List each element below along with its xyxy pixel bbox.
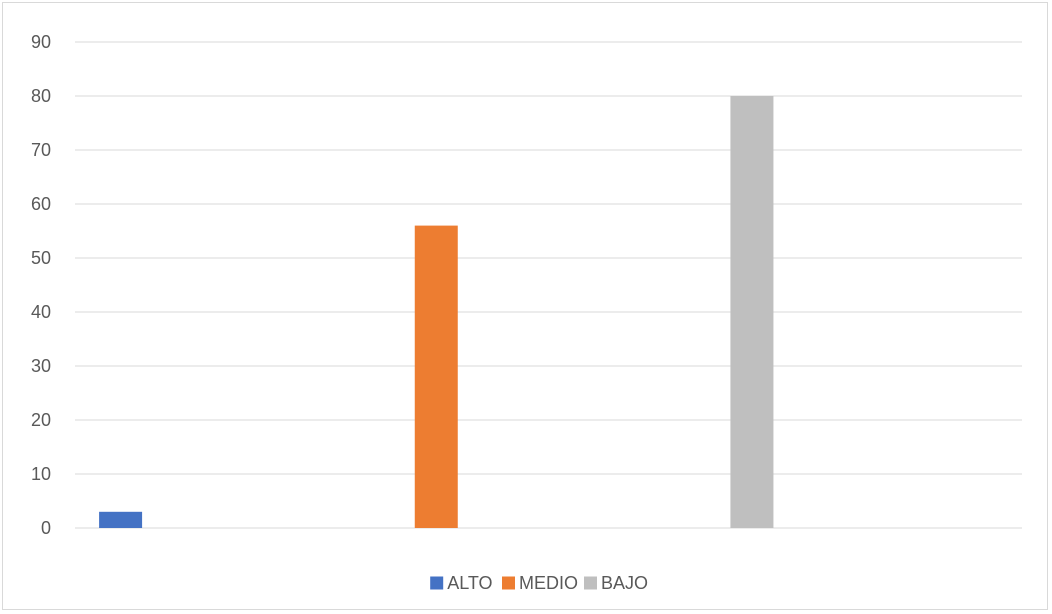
legend-swatch-bajo (584, 577, 597, 590)
legend: ALTO MEDIO BAJO (430, 573, 648, 593)
y-tick-label: 50 (31, 248, 51, 268)
y-axis-ticks: 0 10 20 30 40 50 60 70 80 90 (31, 32, 51, 538)
bar-bajo (730, 96, 773, 528)
y-tick-label: 20 (31, 410, 51, 430)
y-tick-label: 30 (31, 356, 51, 376)
legend-swatch-alto (430, 577, 443, 590)
gridlines (75, 42, 1022, 528)
y-tick-label: 0 (41, 518, 51, 538)
legend-label-bajo: BAJO (601, 573, 648, 593)
y-tick-label: 40 (31, 302, 51, 322)
y-tick-label: 90 (31, 32, 51, 52)
legend-label-medio: MEDIO (519, 573, 578, 593)
y-tick-label: 80 (31, 86, 51, 106)
legend-label-alto: ALTO (447, 573, 492, 593)
bar-medio (415, 226, 458, 528)
bar-alto (99, 512, 142, 528)
legend-swatch-medio (502, 577, 515, 590)
y-tick-label: 70 (31, 140, 51, 160)
y-tick-label: 10 (31, 464, 51, 484)
y-tick-label: 60 (31, 194, 51, 214)
